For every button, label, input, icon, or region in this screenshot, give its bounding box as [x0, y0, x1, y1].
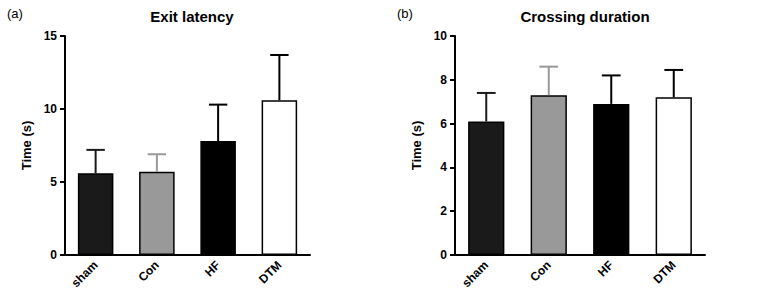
svg-text:(b): (b)	[397, 6, 413, 21]
svg-text:HF: HF	[202, 258, 223, 279]
svg-text:DTM: DTM	[256, 258, 284, 286]
svg-text:0: 0	[50, 248, 57, 262]
svg-text:0: 0	[440, 248, 447, 262]
svg-text:4: 4	[440, 160, 447, 174]
svg-text:5: 5	[50, 175, 57, 189]
svg-text:Con: Con	[527, 258, 553, 284]
svg-text:10: 10	[434, 29, 448, 43]
svg-text:6: 6	[440, 117, 447, 131]
svg-text:10: 10	[44, 102, 58, 116]
svg-text:Time (s): Time (s)	[19, 121, 34, 171]
svg-text:Con: Con	[135, 258, 161, 284]
svg-text:sham: sham	[69, 258, 101, 290]
svg-text:8: 8	[440, 73, 447, 87]
svg-text:15: 15	[44, 29, 58, 43]
svg-text:sham: sham	[459, 258, 491, 290]
svg-text:2: 2	[440, 204, 447, 218]
svg-text:DTM: DTM	[650, 258, 678, 286]
svg-text:(a): (a)	[7, 6, 23, 21]
svg-text:Crossing duration: Crossing duration	[520, 8, 649, 25]
svg-text:Time (s): Time (s)	[409, 121, 424, 171]
svg-text:HF: HF	[595, 258, 616, 279]
svg-text:Exit latency: Exit latency	[150, 8, 234, 25]
